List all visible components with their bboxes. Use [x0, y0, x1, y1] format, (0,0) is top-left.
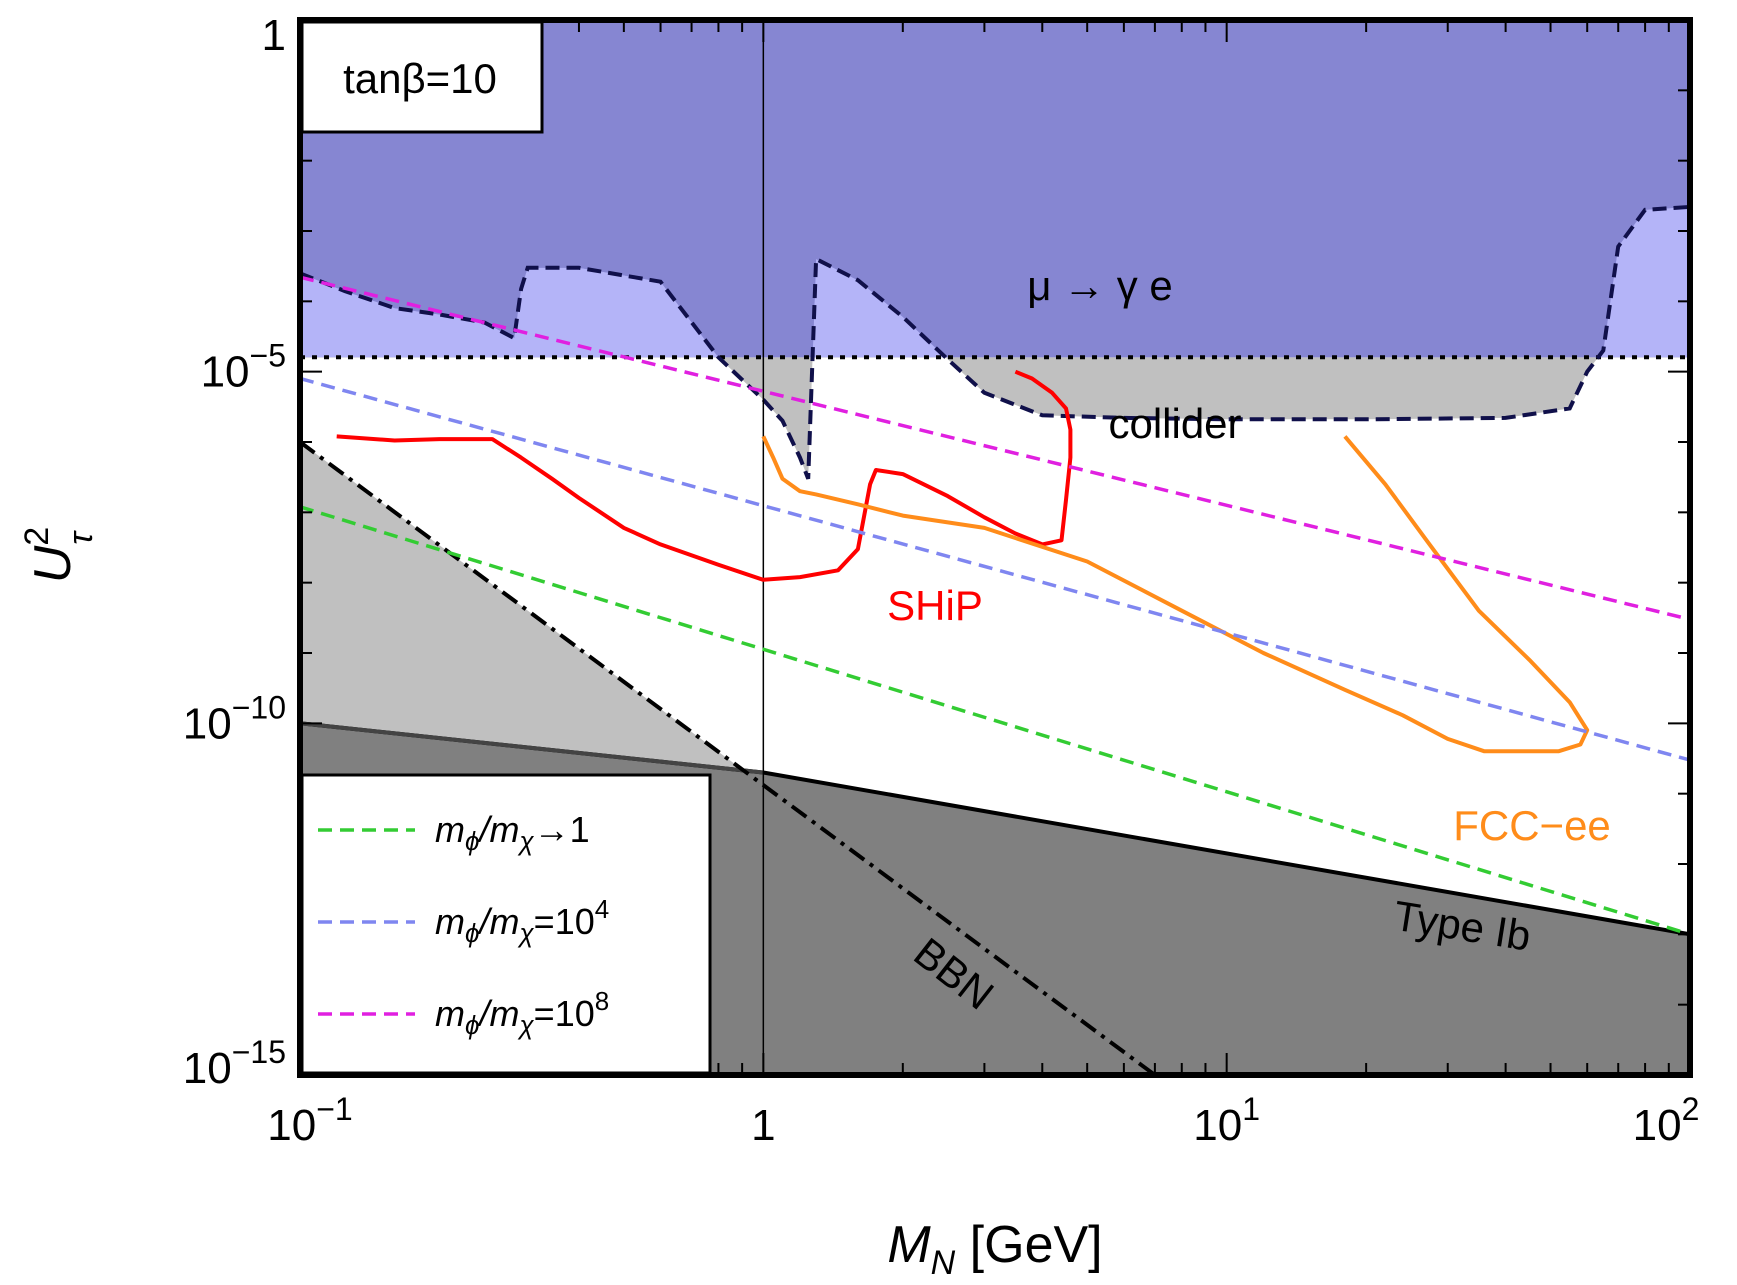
legend-box: [300, 773, 712, 1075]
y-tick-label-exp: −10: [232, 689, 286, 725]
tag-box: tanβ=10: [300, 20, 544, 134]
legend: mϕ/mχ→1 mϕ/mχ=104 mϕ/mχ=108: [300, 773, 712, 1075]
mu-dashed-boundary: [300, 204, 1690, 480]
legend-label-0: mϕ/mχ→1: [435, 809, 590, 856]
y-axis-symbol: U: [24, 545, 82, 583]
ship-label: SHiP: [887, 582, 983, 629]
series-line-0: [336, 369, 1073, 582]
plot-lines: [300, 20, 1690, 1075]
legend-label-2: mϕ/mχ=108: [435, 986, 609, 1040]
x-tick-label-exp: 1: [1242, 1091, 1260, 1127]
tag-label: tanβ=10: [343, 55, 497, 102]
series-line-2: [300, 505, 1690, 936]
y-axis-symbol-sub: τ: [62, 530, 100, 545]
y-tick-label-exp: −15: [232, 1034, 286, 1070]
x-tick-label-base: 10: [267, 1101, 316, 1150]
x-tick-label-base: 1: [751, 1101, 775, 1150]
mu-dark-overlay: [300, 20, 1690, 358]
y-tick-label-2: 10−10: [183, 689, 286, 748]
x-axis-symbol: M: [887, 1216, 931, 1274]
y-tick-label-0: 1: [262, 11, 286, 60]
y-tick-label-1: 10−5: [201, 338, 286, 397]
svg-text:MN [GeV]: MN [GeV]: [887, 1216, 1102, 1282]
y-tick-label-3: 10−15: [183, 1034, 286, 1093]
svg-text:U2τ: U2 τ: [18, 527, 100, 583]
y-tick-label-base: 10: [201, 348, 250, 397]
x-tick-label-exp: 2: [1682, 1091, 1700, 1127]
x-tick-label-0: 10−1: [267, 1091, 352, 1150]
y-axis-symbol-sup: 2: [18, 527, 56, 546]
bbn-line: [300, 440, 1157, 1075]
x-axis-unit: [GeV]: [955, 1216, 1102, 1274]
fcc-label: FCC−ee: [1453, 802, 1611, 849]
mu-light-region-group: [300, 20, 1690, 358]
y-tick-label-base: 10: [183, 1044, 232, 1093]
mu-light-region: [300, 206, 1690, 358]
y-tick-label-exp: −5: [250, 338, 286, 374]
x-tick-label-base: 10: [1193, 1101, 1242, 1150]
x-axis-title: MN [GeV]: [887, 1216, 1102, 1282]
x-axis-symbol-sub: N: [931, 1244, 956, 1282]
series-line-1: [761, 435, 1590, 754]
typeib-boundary-left: [300, 721, 764, 775]
x-tick-label-exp: −1: [316, 1091, 352, 1127]
y-tick-label-base: 1: [262, 11, 286, 60]
x-tick-label-base: 10: [1633, 1101, 1682, 1150]
x-tick-label-1: 1: [751, 1101, 775, 1150]
series-line-4: [300, 275, 1690, 622]
mu-label: μ → γ e: [1027, 262, 1173, 309]
x-tick-label-2: 101: [1193, 1091, 1260, 1150]
y-tick-label-base: 10: [183, 699, 232, 748]
series-line-3: [300, 376, 1690, 762]
plot-frame: [297, 17, 1693, 1078]
y-axis-title: U2 τ: [18, 527, 100, 583]
legend-label-1: mϕ/mχ=104: [435, 894, 609, 948]
collider-label: collider: [1108, 400, 1241, 447]
x-tick-label-3: 102: [1633, 1091, 1700, 1150]
